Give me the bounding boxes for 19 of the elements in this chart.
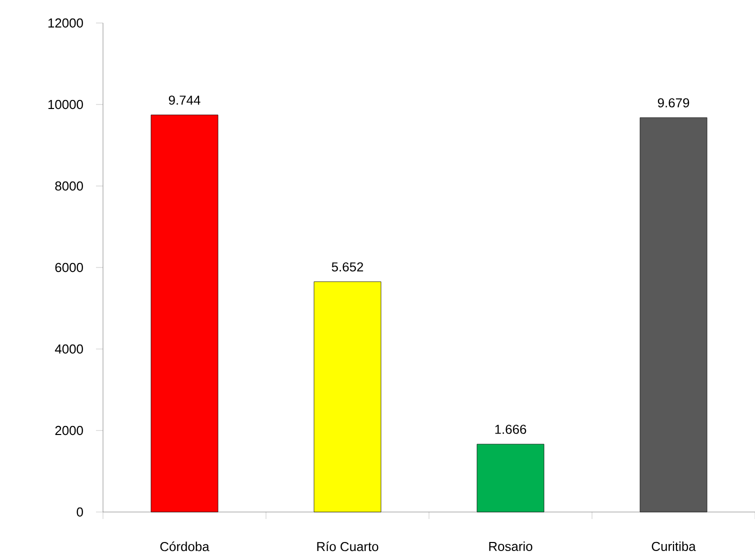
x-tick-label: Rosario: [489, 542, 532, 552]
bar: [640, 117, 708, 512]
y-tick-label: 8000: [55, 181, 83, 191]
bar: [476, 444, 544, 512]
data-label: 9.679: [658, 98, 690, 108]
y-tick-label: 6000: [55, 262, 83, 272]
y-tick-label: 12000: [48, 18, 83, 28]
bar: [314, 281, 382, 512]
y-tick-label: 4000: [54, 344, 83, 354]
data-label: 5.652: [332, 262, 364, 272]
x-tick-label: Córdoba: [160, 542, 210, 552]
x-tick-label: Río Cuarto: [317, 542, 378, 552]
bar: [150, 114, 218, 512]
y-tick-label: 2000: [55, 426, 83, 436]
y-tick-label: 10000: [48, 100, 83, 110]
y-tick-label: 0: [76, 507, 83, 517]
data-label: 1.666: [495, 424, 526, 434]
data-label: 9.744: [168, 96, 200, 105]
x-tick-label: Curitiba: [652, 542, 696, 552]
